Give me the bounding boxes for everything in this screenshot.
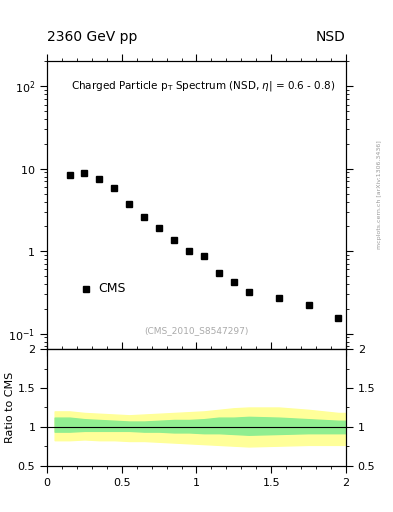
Text: (CMS_2010_S8547297): (CMS_2010_S8547297) bbox=[144, 326, 249, 335]
Text: Charged Particle $\mathregular{p_T}$ Spectrum (NSD, $\eta$| = 0.6 - 0.8): Charged Particle $\mathregular{p_T}$ Spe… bbox=[71, 79, 335, 93]
Text: NSD: NSD bbox=[316, 30, 346, 44]
Text: mcplots.cern.ch [arXiv:1306.3436]: mcplots.cern.ch [arXiv:1306.3436] bbox=[377, 140, 382, 249]
Text: 2360 GeV pp: 2360 GeV pp bbox=[47, 30, 138, 44]
Text: CMS: CMS bbox=[98, 282, 125, 295]
Y-axis label: Ratio to CMS: Ratio to CMS bbox=[5, 372, 15, 443]
